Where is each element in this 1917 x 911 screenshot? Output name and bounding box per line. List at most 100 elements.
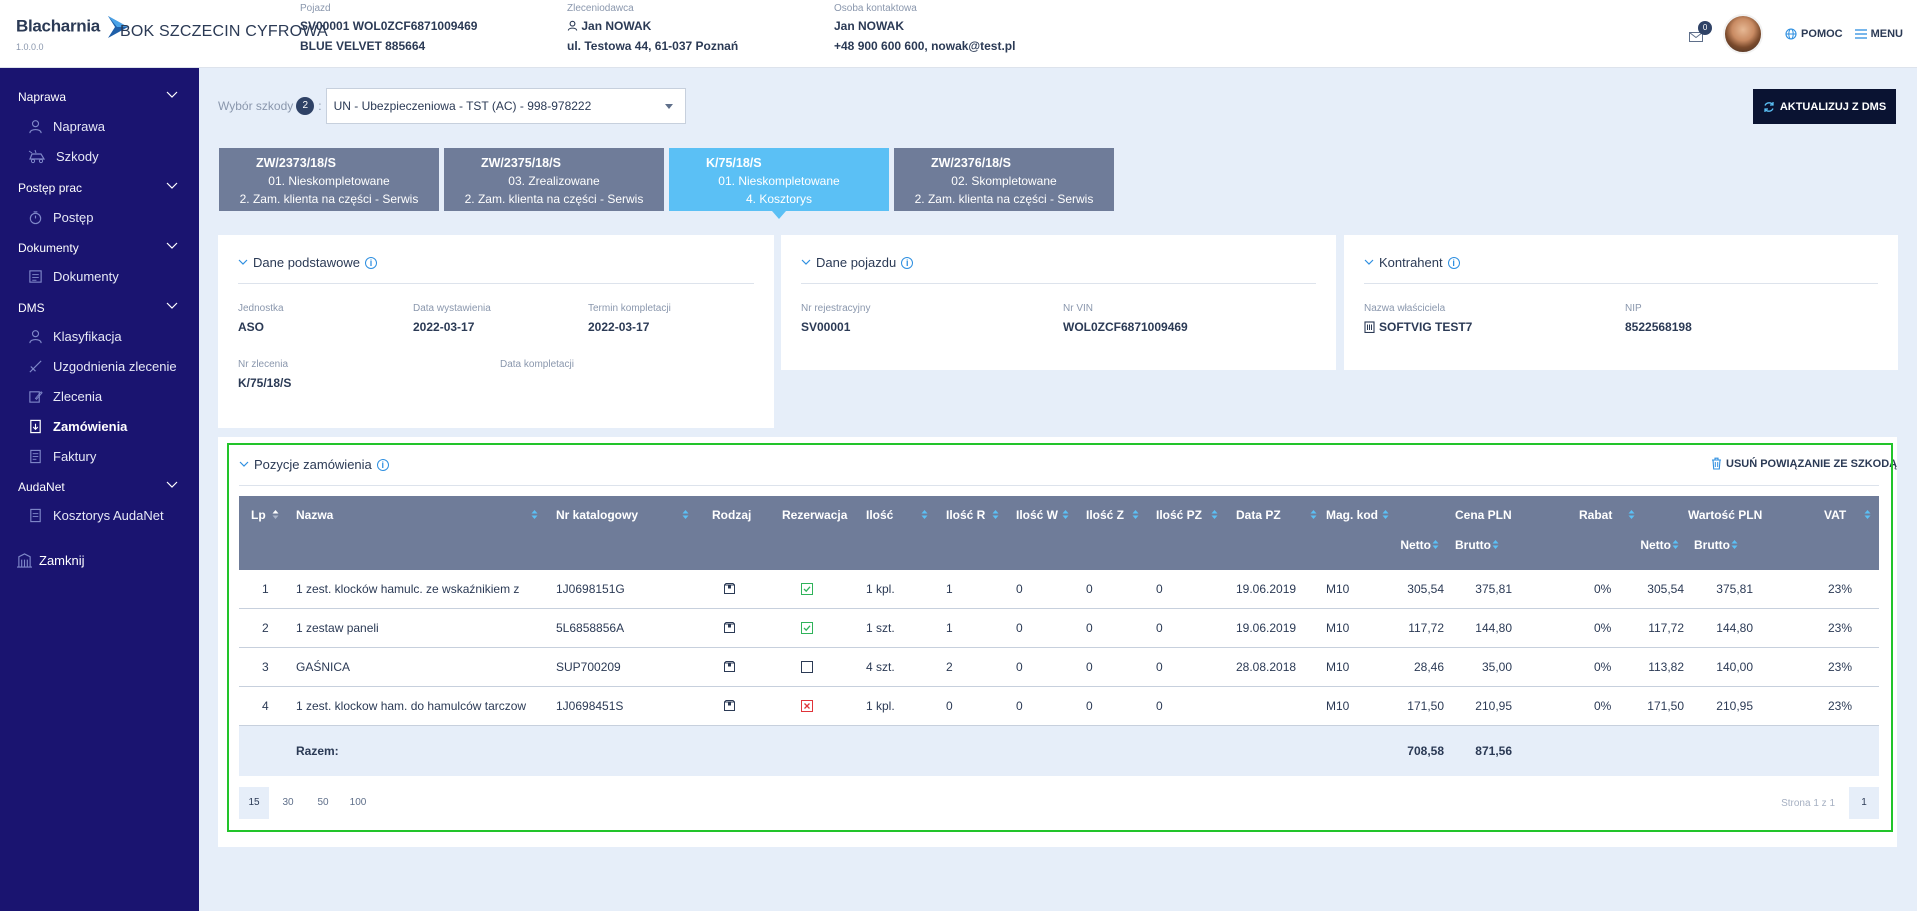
column-header-date-pz[interactable]: Data PZ [1236, 508, 1281, 522]
checkbox-empty-icon[interactable] [801, 661, 813, 676]
claim-select-colon: : [318, 99, 322, 113]
checkbox-checked-icon[interactable] [801, 622, 813, 637]
divider [1364, 283, 1878, 284]
cell-qty-r: 2 [946, 660, 953, 674]
column-header-qty[interactable]: Ilość [866, 508, 894, 522]
column-header-name[interactable]: Nazwa [296, 508, 334, 522]
update-from-dms-button[interactable]: AKTUALIZUJ Z DMS [1753, 89, 1896, 124]
column-header-price-net[interactable]: Netto [1400, 538, 1431, 552]
sort-icon[interactable] [1211, 509, 1218, 523]
contractor-header[interactable]: Kontrahent i [1364, 255, 1460, 270]
sort-icon[interactable] [1731, 539, 1738, 553]
sidebar-close[interactable]: Zamknij [16, 553, 85, 568]
sidebar-item-dokumenty[interactable]: Dokumenty [28, 269, 119, 284]
cell-price-gross: 144,80 [1475, 621, 1512, 635]
table-row[interactable]: 2 1 zestaw paneli 5L6858856A 1 szt. 1 0 0 0 19.0… [239, 609, 1879, 648]
order-number-value: K/75/18/S [238, 376, 292, 390]
sidebar-section-audanet[interactable]: AudaNet [18, 480, 178, 494]
checkbox-x-icon[interactable] [801, 700, 813, 715]
column-header-qty-w[interactable]: Ilość W [1016, 508, 1059, 522]
sidebar-item-naprawa[interactable]: Naprawa [28, 119, 105, 134]
avatar[interactable] [1723, 14, 1764, 54]
mail-icon [1689, 32, 1704, 42]
header-vehicle-line2: BLUE VELVET 885664 [300, 39, 426, 53]
help-link[interactable]: POMOC [1785, 28, 1843, 40]
sort-icon[interactable] [1672, 539, 1679, 553]
column-header-value-gross[interactable]: Brutto [1694, 538, 1730, 552]
cell-lp: 3 [262, 660, 269, 674]
sort-icon[interactable] [992, 509, 999, 523]
sort-icon[interactable] [1062, 509, 1069, 523]
mail-button[interactable]: 0 [1689, 21, 1713, 44]
sort-icon[interactable] [531, 509, 538, 523]
order-positions-header[interactable]: Pozycje zamówienia i [239, 457, 389, 472]
person-icon [29, 330, 42, 344]
sort-icon[interactable] [1310, 509, 1317, 523]
sidebar-item-kosztorys-audanet[interactable]: Kosztorys AudaNet [28, 508, 164, 523]
sort-icon[interactable] [1432, 539, 1439, 553]
info-icon[interactable]: i [901, 256, 914, 269]
tab-type: 2. Zam. klienta na części - Serwis [464, 192, 644, 206]
column-header-qty-z[interactable]: Ilość Z [1086, 508, 1125, 522]
table-row[interactable]: 4 1 zest. klockow ham. do hamulców tarczo… [239, 687, 1879, 726]
sort-icon[interactable] [1382, 509, 1389, 523]
sort-icon[interactable] [682, 509, 689, 523]
sidebar-section-naprawa[interactable]: Naprawa [18, 90, 178, 104]
page-size-option[interactable]: 50 [317, 797, 329, 808]
sidebar-item-zlecenia[interactable]: Zlecenia [28, 389, 102, 404]
cell-price-net: 305,54 [1407, 582, 1444, 596]
table-row[interactable]: 1 1 zest. klocków hamulc. ze wskaźnikiem … [239, 570, 1879, 609]
tab-1[interactable]: ZW/2373/18/S 01. Nieskompletowane 2. Zam. … [219, 148, 439, 211]
tab-3[interactable]: K/75/18/S 01. Nieskompletowane 4. Kosztory… [669, 148, 889, 219]
header-client-label: Zleceniodawca [567, 3, 634, 14]
sidebar-item-zamowienia[interactable]: Zamówienia [28, 419, 127, 434]
sort-icon[interactable] [921, 509, 928, 523]
claim-select-value: UN - Ubezpieczeniowa - TST (AC) - 998-97… [333, 99, 592, 113]
column-header-discount[interactable]: Rabat [1579, 508, 1613, 522]
column-header-value-net[interactable]: Netto [1640, 538, 1671, 552]
vehicle-data-header[interactable]: Dane pojazdu i [801, 255, 914, 270]
page-size-option[interactable]: 100 [349, 797, 367, 808]
sort-icon[interactable] [1864, 509, 1871, 523]
sort-icon[interactable] [272, 509, 279, 523]
page-size-option[interactable]: 15 [239, 787, 269, 819]
sidebar-item-uzgodnienia-zlecenie[interactable]: Uzgodnienia zlecenie [28, 359, 177, 374]
checkbox-checked-icon[interactable] [801, 583, 813, 598]
info-icon[interactable]: i [1447, 256, 1460, 269]
sort-icon[interactable] [1492, 539, 1499, 553]
basic-data-header[interactable]: Dane podstawowe i [238, 255, 377, 270]
sidebar-section-dms[interactable]: DMS [18, 301, 178, 315]
menu-button[interactable]: MENU [1854, 28, 1903, 40]
sidebar-item-postep[interactable]: Postęp [28, 210, 93, 225]
chevron-down-icon [1364, 259, 1374, 265]
sidebar-item-label: Uzgodnienia zlecenie [53, 359, 177, 374]
tab-2[interactable]: ZW/2375/18/S 03. Zrealizowane 2. Zam. klie… [444, 148, 664, 211]
column-header-vat[interactable]: VAT [1824, 508, 1847, 522]
sidebar-item-faktury[interactable]: Faktury [28, 449, 96, 464]
claim-select[interactable]: UN - Ubezpieczeniowa - TST (AC) - 998-97… [325, 88, 686, 124]
cell-mag: M10 [1326, 699, 1350, 713]
sidebar-item-szkody[interactable]: Szkody [28, 149, 99, 164]
sort-icon[interactable] [1132, 509, 1139, 523]
unlink-claim-button[interactable]: USUŃ POWIĄZANIE ZE SZKODĄ [1711, 457, 1897, 470]
tab-4[interactable]: ZW/2376/18/S 02. Skompletowane 2. Zam. kli… [894, 148, 1114, 211]
cell-value-net: 305,54 [1647, 582, 1684, 596]
page-size-option[interactable]: 30 [282, 797, 294, 808]
sidebar-section-dokumenty[interactable]: Dokumenty [18, 241, 178, 255]
info-icon[interactable]: i [364, 256, 377, 269]
column-header-qty-r[interactable]: Ilość R [946, 508, 986, 522]
tab-status: 01. Nieskompletowane [718, 174, 840, 188]
column-header-qty-pz[interactable]: Ilość PZ [1156, 508, 1203, 522]
column-header-mag[interactable]: Mag. kod [1326, 508, 1379, 522]
column-header-lp[interactable]: Lp [251, 508, 266, 522]
column-header-price-gross[interactable]: Brutto [1455, 538, 1491, 552]
sidebar-section-postep-prac[interactable]: Postęp prac [18, 181, 178, 195]
column-header-catalog[interactable]: Nr katalogowy [556, 508, 639, 522]
page-button[interactable]: 1 [1849, 787, 1879, 819]
sidebar-item-klasyfikacja[interactable]: Klasyfikacja [28, 329, 122, 344]
logo[interactable]: Blacharnia 1.0.0.0 [16, 14, 131, 52]
cell-lp: 1 [262, 582, 269, 596]
table-row[interactable]: 3 GAŚNICA SUP700209 4 szt. 2 0 0 0 28.08.2018 M10… [239, 648, 1879, 687]
sort-icon[interactable] [1628, 509, 1635, 523]
info-icon[interactable]: i [376, 458, 389, 471]
